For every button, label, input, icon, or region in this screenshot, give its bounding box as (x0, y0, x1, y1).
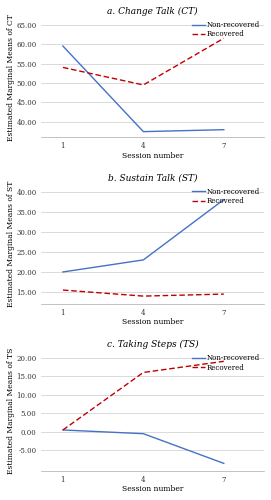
Recovered (142, 370, 145, 376)
X-axis label: Session number: Session number (122, 152, 183, 160)
Legend: Non-recovered, Recovered: Non-recovered, Recovered (192, 187, 261, 206)
Y-axis label: Estimated Marginal Means of ST: Estimated Marginal Means of ST (7, 180, 15, 307)
Line: Non-recovered: Non-recovered (63, 200, 224, 272)
Non-recovered (222, 460, 225, 466)
Non-recovered (142, 257, 145, 263)
Line: Non-recovered: Non-recovered (63, 46, 224, 132)
Legend: Non-recovered, Recovered: Non-recovered, Recovered (192, 354, 261, 372)
Title: a. Change Talk (CT): a. Change Talk (CT) (107, 7, 198, 16)
Recovered (142, 293, 145, 299)
Legend: Non-recovered, Recovered: Non-recovered, Recovered (192, 20, 261, 39)
Non-recovered (222, 196, 225, 202)
Line: Recovered: Recovered (63, 290, 224, 296)
Non-recovered (222, 126, 225, 132)
Recovered (61, 64, 64, 70)
Recovered (222, 291, 225, 297)
Line: Recovered: Recovered (63, 362, 224, 430)
Recovered (61, 287, 64, 293)
Line: Recovered: Recovered (63, 38, 224, 85)
X-axis label: Session number: Session number (122, 318, 183, 326)
Non-recovered (61, 269, 64, 275)
Y-axis label: Estimated Marginal Means of CT: Estimated Marginal Means of CT (7, 14, 15, 140)
Y-axis label: Estimated Marginal Means of TS: Estimated Marginal Means of TS (7, 348, 15, 474)
Line: Non-recovered: Non-recovered (63, 430, 224, 464)
Recovered (222, 358, 225, 364)
Non-recovered (142, 128, 145, 134)
Recovered (222, 35, 225, 41)
Recovered (142, 82, 145, 88)
Title: b. Sustain Talk (ST): b. Sustain Talk (ST) (108, 174, 198, 182)
X-axis label: Session number: Session number (122, 485, 183, 493)
Non-recovered (142, 430, 145, 436)
Recovered (61, 427, 64, 433)
Non-recovered (61, 43, 64, 49)
Non-recovered (61, 427, 64, 433)
Title: c. Taking Steps (TS): c. Taking Steps (TS) (107, 340, 199, 349)
